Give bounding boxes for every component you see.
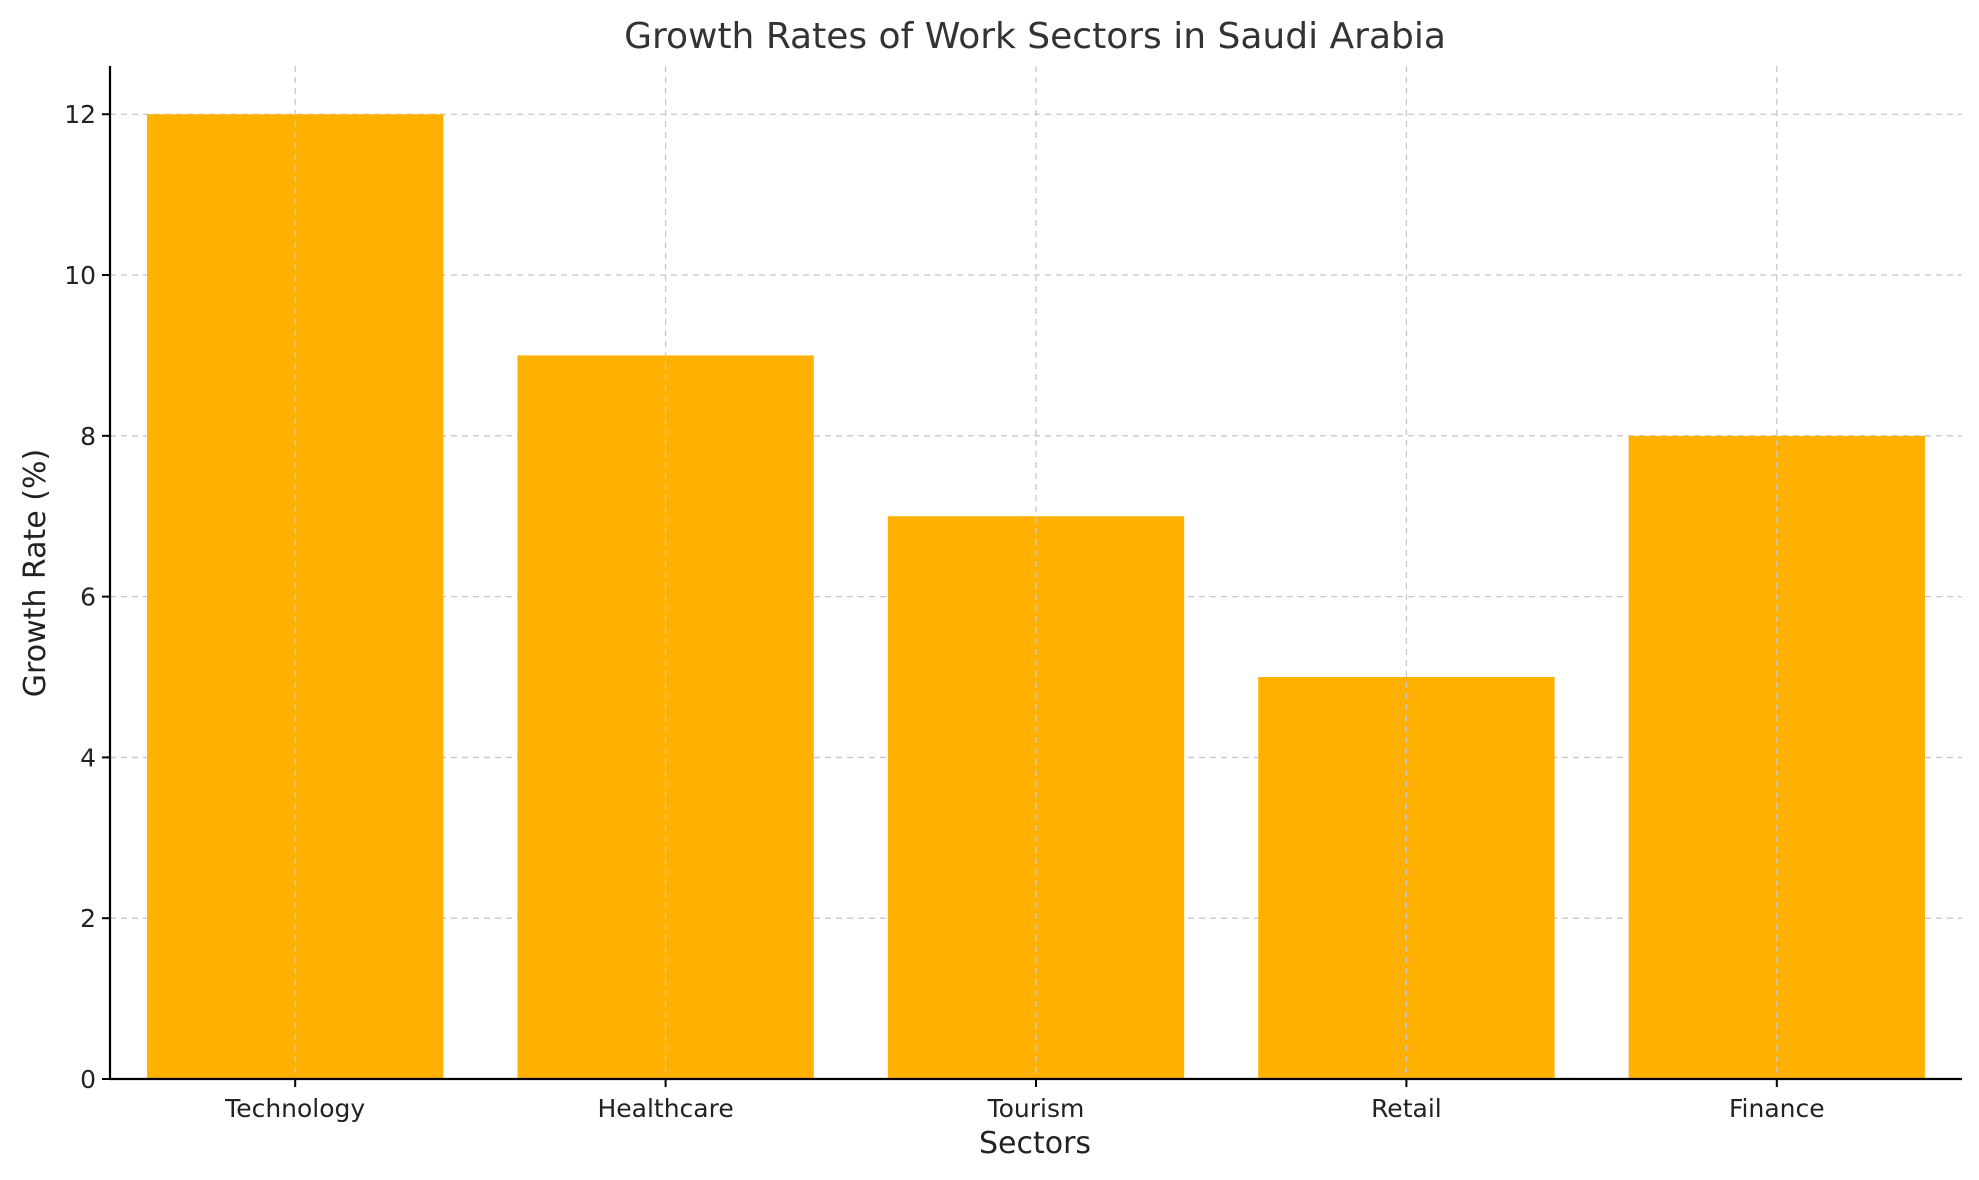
chart-title: Growth Rates of Work Sectors in Saudi Ar… xyxy=(624,16,1446,57)
y-axis-label: Growth Rate (%) xyxy=(18,449,53,697)
y-tick-label: 10 xyxy=(64,261,96,290)
x-ticks: Technology Healthcare Tourism Retail Finance xyxy=(224,1079,1825,1123)
y-tick-label: 6 xyxy=(80,583,96,612)
y-tick-label: 12 xyxy=(64,100,96,129)
x-tick-label: Finance xyxy=(1729,1094,1825,1123)
y-ticks: 0 2 4 6 8 10 12 xyxy=(64,100,110,1094)
y-tick-label: 2 xyxy=(80,904,96,933)
y-tick-label: 0 xyxy=(80,1065,96,1094)
x-axis-label: Sectors xyxy=(979,1126,1091,1161)
x-tick-label: Healthcare xyxy=(597,1094,733,1123)
x-grid xyxy=(294,66,1778,1079)
x-tick-label: Tourism xyxy=(987,1094,1085,1123)
y-tick-label: 4 xyxy=(80,743,96,772)
x-tick-label: Retail xyxy=(1371,1094,1442,1123)
y-tick-label: 8 xyxy=(80,422,96,451)
x-tick-label: Technology xyxy=(224,1094,365,1123)
